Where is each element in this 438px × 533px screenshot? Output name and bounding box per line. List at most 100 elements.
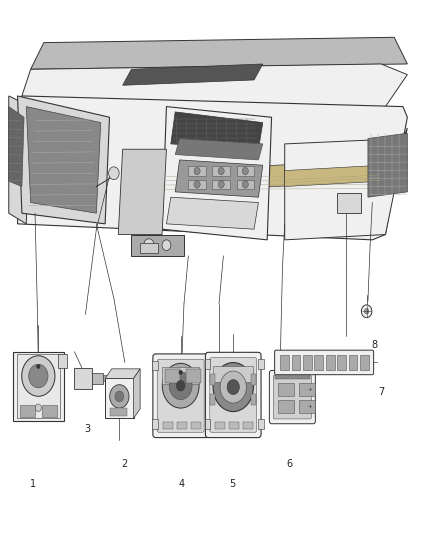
Polygon shape	[131, 235, 184, 256]
Text: 5: 5	[229, 479, 235, 489]
Bar	[337, 355, 346, 370]
Circle shape	[110, 385, 129, 408]
Polygon shape	[175, 160, 263, 197]
Circle shape	[162, 364, 199, 408]
Polygon shape	[31, 37, 407, 69]
Circle shape	[35, 404, 41, 411]
Text: 6: 6	[286, 459, 292, 469]
Circle shape	[227, 379, 239, 394]
Bar	[213, 366, 253, 382]
Polygon shape	[171, 112, 263, 149]
Bar	[229, 422, 239, 429]
Bar	[237, 180, 254, 189]
FancyBboxPatch shape	[275, 350, 374, 375]
Circle shape	[194, 167, 200, 175]
Polygon shape	[123, 64, 263, 85]
Text: 2: 2	[122, 459, 128, 469]
Bar	[110, 408, 127, 416]
Text: 7: 7	[378, 387, 384, 397]
Bar	[278, 383, 294, 396]
Polygon shape	[175, 139, 263, 160]
Polygon shape	[368, 133, 407, 197]
Polygon shape	[162, 160, 385, 192]
Bar	[74, 368, 92, 389]
Text: 8: 8	[371, 341, 378, 350]
FancyBboxPatch shape	[269, 370, 315, 424]
Bar	[42, 405, 57, 417]
Text: 3: 3	[85, 424, 91, 434]
FancyBboxPatch shape	[273, 375, 311, 419]
Bar	[188, 180, 206, 189]
Polygon shape	[118, 149, 166, 235]
Bar	[243, 422, 253, 429]
Bar	[191, 422, 201, 429]
Circle shape	[242, 181, 248, 188]
Bar	[165, 369, 180, 383]
FancyBboxPatch shape	[205, 352, 261, 438]
Bar	[140, 243, 158, 253]
Polygon shape	[162, 107, 272, 240]
Bar	[152, 419, 158, 429]
Bar	[205, 419, 210, 429]
Polygon shape	[285, 165, 381, 187]
Text: 4: 4	[179, 479, 185, 489]
Polygon shape	[22, 64, 407, 107]
Bar	[103, 375, 110, 381]
Circle shape	[176, 381, 185, 391]
Polygon shape	[9, 96, 31, 224]
Bar	[278, 400, 294, 413]
Circle shape	[364, 309, 369, 314]
Bar	[292, 355, 300, 370]
Bar	[177, 422, 187, 429]
Bar	[237, 166, 254, 176]
Polygon shape	[26, 107, 101, 213]
Bar	[251, 394, 256, 405]
Polygon shape	[105, 369, 140, 378]
Bar	[251, 374, 256, 385]
Bar	[205, 359, 210, 369]
Bar	[314, 355, 323, 370]
Bar	[299, 400, 315, 413]
Bar	[13, 352, 64, 421]
Bar	[275, 375, 310, 379]
Circle shape	[218, 167, 224, 175]
Circle shape	[220, 371, 246, 403]
Circle shape	[169, 372, 192, 400]
Circle shape	[218, 181, 224, 188]
Circle shape	[361, 305, 372, 318]
Circle shape	[109, 167, 119, 180]
Text: +: +	[308, 387, 312, 392]
Bar	[337, 193, 361, 213]
Bar	[280, 355, 289, 370]
Bar	[212, 180, 230, 189]
FancyBboxPatch shape	[157, 359, 204, 432]
Bar	[215, 422, 225, 429]
Bar	[349, 355, 357, 370]
Bar	[105, 378, 134, 418]
Bar	[152, 361, 158, 370]
Bar	[17, 354, 60, 418]
Bar	[210, 374, 215, 385]
Text: +: +	[308, 404, 312, 409]
Circle shape	[115, 391, 124, 402]
Circle shape	[117, 374, 122, 381]
Polygon shape	[9, 107, 24, 187]
Bar	[188, 166, 206, 176]
Circle shape	[162, 240, 171, 251]
Bar	[206, 361, 212, 370]
Bar	[58, 354, 67, 368]
Polygon shape	[18, 96, 407, 240]
FancyBboxPatch shape	[153, 354, 208, 438]
Circle shape	[36, 365, 40, 369]
Bar	[162, 367, 199, 384]
Circle shape	[242, 167, 248, 175]
Polygon shape	[166, 197, 258, 229]
Polygon shape	[134, 369, 140, 418]
Bar	[326, 355, 335, 370]
Bar	[163, 422, 173, 429]
Polygon shape	[18, 96, 109, 224]
Circle shape	[194, 181, 200, 188]
Bar	[212, 166, 230, 176]
Bar	[360, 355, 369, 370]
Polygon shape	[285, 128, 407, 240]
